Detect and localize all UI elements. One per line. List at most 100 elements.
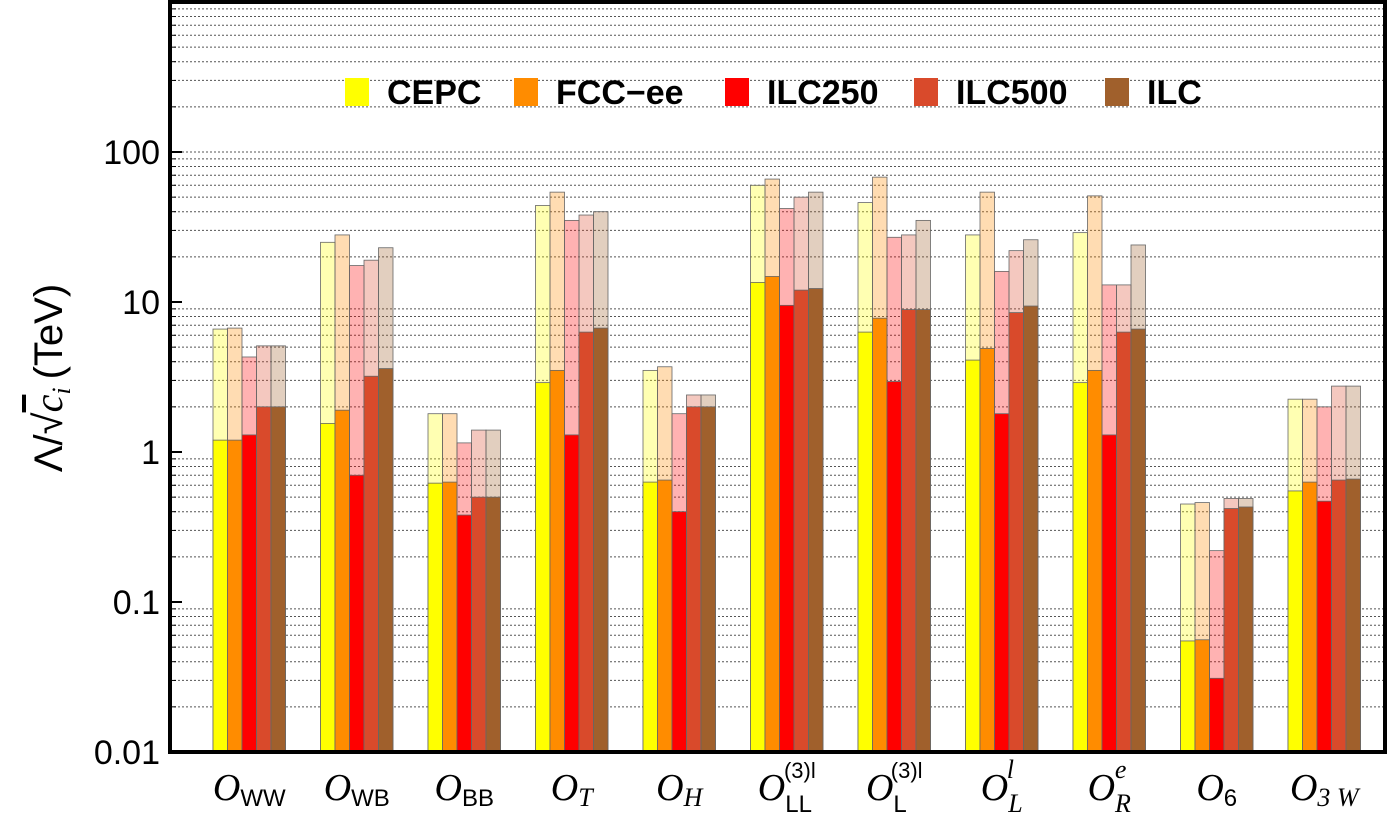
bar-marginalized-CEPC [320,423,336,753]
bar-marginalized-CEPC [965,359,981,753]
bar-marginalized-ILC [1345,478,1361,753]
bar-marginalized-ILC [1238,506,1254,753]
category-subscript: BB [462,785,494,812]
y-label-index: i [47,387,76,394]
category-label: ORe [1088,755,1131,818]
category-superscript: l [1007,755,1014,784]
bar-marginalized-CEPC [535,382,551,753]
category-main: O [213,767,240,809]
category-subscript: WW [240,785,286,812]
category-main: O [1290,767,1317,809]
bar-marginalized-FCC−ee [334,409,350,753]
bar-marginalized-ILC500 [256,406,272,753]
grid-lines [170,8,1385,708]
bar-marginalized-FCC−ee [549,369,565,753]
y-label-prefix: Λ/ [27,433,71,472]
x-axis-category-labels: OWW OWB OBB OT OH OLL(3)l OL(3)l OLl ORe O6 O3 W [213,755,1361,818]
plot-frame [168,0,1387,754]
bar-marginalized-ILC500 [1116,331,1132,753]
y-label-unit: (TeV) [27,284,71,380]
category-subscript: R [1114,789,1131,818]
category-label-text: OH [656,767,703,812]
category-main: O [1088,767,1115,809]
category-main: O [324,767,351,809]
y-tick-label: 0.1 [113,584,160,622]
category-main: O [866,767,893,809]
bar-marginalized-ILC250 [779,304,795,753]
category-label-text: OWW [213,767,286,812]
category-label-text: OLl [981,755,1023,818]
legend-item: ILC [1105,74,1202,112]
bar-marginalized-ILC500 [1331,479,1347,753]
legend-item: CEPC [345,74,481,112]
bar-marginalized-ILC250 [1101,434,1117,753]
bar-marginalized-ILC500 [793,289,809,753]
category-label-text: OBB [435,767,494,812]
legend-item: ILC500 [914,74,1068,112]
legend-label: ILC [1147,74,1202,112]
bar-marginalized-ILC500 [686,406,702,753]
bar-marginalized-CEPC [1180,640,1196,753]
legend-label: CEPC [387,74,481,112]
category-superscript: (3)l [784,758,816,783]
bar-marginalized-ILC500 [1223,508,1239,753]
bar-marginalized-ILC250 [886,381,902,753]
category-subscript: WB [351,785,390,812]
legend: CEPC FCC−ee ILC250 ILC500 ILC [345,74,1202,112]
bar-marginalized-ILC [915,309,931,753]
bar-marginalized-ILC250 [1316,500,1332,753]
category-main: O [1196,767,1223,809]
legend-swatch [914,78,938,106]
bar-marginalized-ILC250 [349,474,365,753]
category-label: O3 W [1290,767,1361,812]
category-subscript: L [1007,789,1022,818]
bar-marginalized-ILC250 [1209,677,1225,753]
bar-marginalized-ILC250 [564,434,580,753]
legend-swatch [725,78,749,106]
y-label-sqrt: √ [27,412,71,434]
bar-marginalized-CEPC [1287,490,1303,753]
legend-swatch [345,78,369,106]
bar-marginalized-ILC [1023,305,1039,753]
bar-marginalized-CEPC [642,481,658,753]
legend-swatch [514,78,538,106]
bar-marginalized-ILC250 [456,514,472,753]
y-tick-label: 0.01 [94,734,160,772]
bar-marginalized-ILC [700,406,716,753]
category-label: OWB [324,767,390,812]
category-label-text: OLL (3)l [758,758,816,818]
legend-label: FCC−ee [556,74,684,112]
category-label: OT [551,767,594,812]
bar-marginalized-ILC500 [1008,312,1024,753]
category-subscript: 3 W [1316,783,1361,812]
bar-marginalized-FCC−ee [1087,369,1103,753]
category-superscript: e [1115,755,1127,784]
category-label-text: ORe [1088,755,1131,818]
bar-marginalized-FCC−ee [1302,481,1318,753]
y-tick-label: 10 [122,284,160,322]
bar-marginalized-CEPC [857,331,873,753]
category-label-text: OL (3)l [866,758,923,818]
bar-marginalized-ILC250 [671,511,687,753]
category-main: O [551,767,578,809]
bar-marginalized-FCC−ee [227,439,243,753]
category-label: OL (3)l [866,758,923,818]
category-label: OH [656,767,703,812]
category-label-text: OWB [324,767,390,812]
category-main: O [656,767,683,809]
bar-marginalized-ILC [1130,328,1146,753]
category-label-text: OT [551,767,594,812]
category-label-text: O6 [1196,767,1237,812]
bar-marginalized-FCC−ee [1194,639,1210,753]
bar-marginalized-ILC500 [578,331,594,753]
bar-marginalized-CEPC [427,482,443,753]
y-label-symbol: c [26,394,71,412]
bar-marginalized-FCC−ee [442,481,458,753]
category-subscript: L [893,791,906,818]
legend-item: ILC250 [725,74,879,112]
bar-marginalized-ILC [593,327,609,753]
y-axis: 0.01 0.1 1 10 100 [94,8,182,772]
category-label: OWW [213,767,286,812]
bar-marginalized-ILC250 [241,434,257,753]
bar-marginalized-ILC500 [363,375,379,753]
